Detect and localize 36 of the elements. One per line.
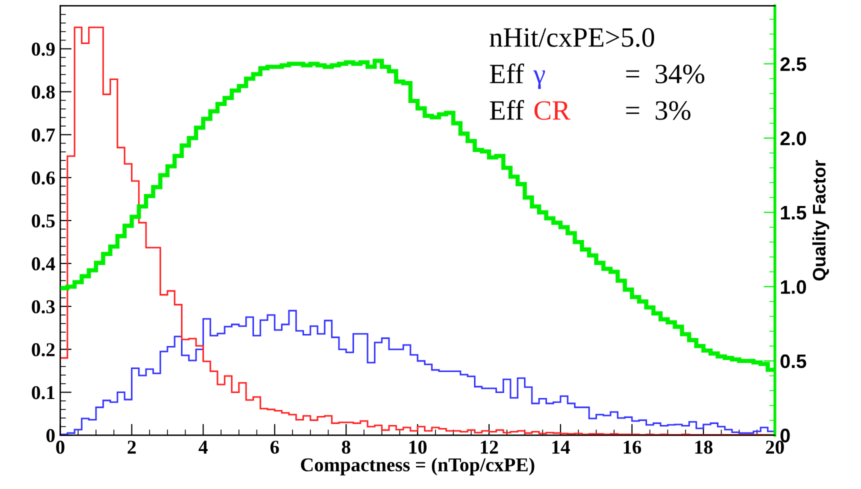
y2-tick-label: 0.5 (780, 354, 806, 368)
y-tick-label: 0.9 (32, 42, 55, 56)
annotation: Eff (490, 64, 524, 84)
y2-axis-title: Quality Factor (812, 160, 830, 280)
x-tick-label: 0 (56, 440, 64, 454)
y-tick-label: 0.8 (32, 86, 55, 99)
x-tick-label: 18 (695, 440, 713, 454)
y2-tick-label: 2.5 (780, 57, 806, 72)
x-tick-label: 16 (624, 440, 642, 454)
y-tick-label: 0.3 (32, 300, 55, 314)
text: γ (533, 70, 545, 90)
y2-tick-label: 1.5 (780, 206, 806, 220)
x-tick-label: 8 (342, 440, 350, 454)
x-axis-title: Compactness = (nTop/cxPE) (300, 458, 534, 476)
y2-tick-label: 2.0 (780, 132, 806, 146)
annotation: Eff (490, 100, 524, 120)
y-tick-label: 0 (46, 429, 55, 442)
x-tick-label: 2 (128, 440, 136, 454)
annotation: = 3% (626, 101, 690, 120)
y-tick-label: 0.1 (32, 386, 54, 400)
y2-tick-label: 1.0 (780, 280, 806, 294)
x-tick-label: 20 (766, 440, 784, 454)
y-tick-label: 0.2 (32, 343, 55, 356)
annotation: nHit/cxPE>5.0 (490, 28, 654, 48)
y-tick-label: 0.5 (32, 214, 55, 228)
y2-tick-label: 0 (780, 428, 790, 442)
y-tick-label: 0.6 (32, 171, 55, 185)
x-tick-label: 12 (480, 440, 498, 454)
annotation: = 34% (626, 64, 704, 84)
x-tick-label: 6 (270, 440, 279, 454)
x-tick-label: 4 (198, 440, 208, 454)
x-tick-label: 10 (409, 440, 427, 454)
y-tick-label: 0.4 (32, 257, 56, 270)
x-tick-label: 14 (552, 440, 570, 454)
y-tick-label: 0.7 (32, 128, 55, 142)
text: CR (534, 101, 570, 120)
